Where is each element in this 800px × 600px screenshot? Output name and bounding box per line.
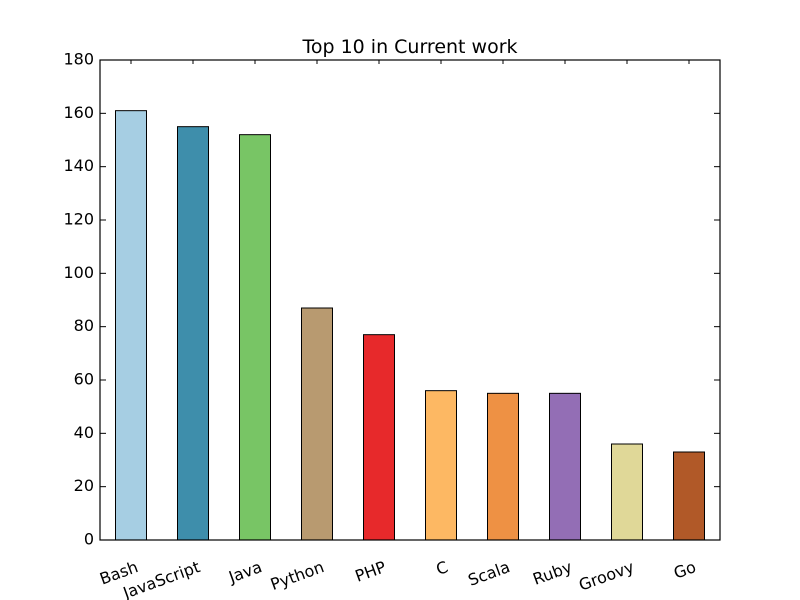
x-tick-label-python: Python xyxy=(268,557,327,594)
x-tick-label-ruby: Ruby xyxy=(530,557,574,589)
x-tick-label-php: PHP xyxy=(353,557,389,586)
bar-java xyxy=(239,134,271,541)
y-tick-label: 60 xyxy=(74,370,94,389)
x-tick-label-c: C xyxy=(433,557,450,579)
chart-title: Top 10 in Current work xyxy=(301,36,517,58)
y-tick-label: 180 xyxy=(63,50,94,69)
bar-javascript xyxy=(177,126,209,541)
y-tick-label: 40 xyxy=(74,423,94,442)
bar-c xyxy=(425,390,457,541)
y-tick-label: 0 xyxy=(84,530,94,549)
x-tick-label-scala: Scala xyxy=(466,557,513,590)
y-tick-label: 140 xyxy=(63,156,94,175)
bar-ruby xyxy=(549,392,581,541)
x-tick-label-groovy: Groovy xyxy=(576,557,636,594)
y-tick-label: 80 xyxy=(74,316,94,335)
y-tick-label: 120 xyxy=(63,210,94,229)
bar-php xyxy=(363,334,395,541)
x-tick-label-go: Go xyxy=(671,557,698,582)
bar-bash xyxy=(115,110,147,541)
bars xyxy=(115,110,705,541)
y-tick-label: 100 xyxy=(63,263,94,282)
y-tick-label: 160 xyxy=(63,103,94,122)
y-tick-label: 20 xyxy=(74,476,94,495)
plot-frame xyxy=(99,59,721,541)
x-tick-label-java: Java xyxy=(225,557,264,587)
bar-python xyxy=(301,307,333,541)
bar-groovy xyxy=(611,443,643,541)
bar-scala xyxy=(487,392,519,541)
y-axis-tick-labels: 0 20 40 60 80 100 120 140 160 180 xyxy=(63,50,94,549)
bar-go xyxy=(673,451,705,541)
